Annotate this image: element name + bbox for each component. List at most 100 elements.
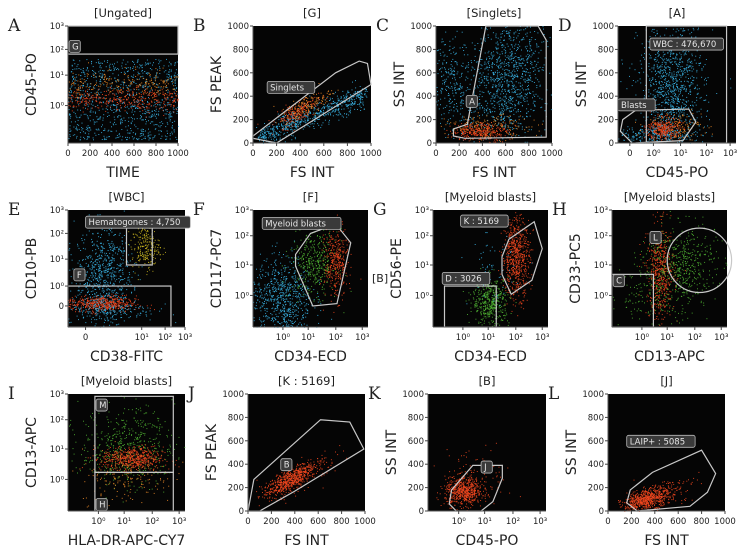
y-tick-label: 1000 xyxy=(410,22,432,32)
gate-label: L xyxy=(653,233,658,243)
event-dots xyxy=(436,26,553,144)
x-tick-label: 200 xyxy=(451,149,467,159)
panel-b: B [G] Singlets 0 200 400 600 800 1000 0 200 400 600 8… xyxy=(193,6,382,181)
panel-letter: D xyxy=(558,16,572,36)
y-tick-label: 0 xyxy=(59,302,64,312)
y-tick-label: 10² xyxy=(594,232,608,242)
gate-label: B xyxy=(284,461,290,471)
x-tick-label: 10⁰ xyxy=(456,333,471,343)
y-axis-label: CD13-APC xyxy=(24,417,40,488)
y-axis-label: FS PEAK xyxy=(204,423,220,481)
y-tick-label: 600 xyxy=(228,437,244,447)
y-tick-label: 1000 xyxy=(222,390,244,400)
x-tick-label: 0 xyxy=(65,149,70,159)
y-axis-label: CD10-PB xyxy=(24,238,40,299)
gate-tag-box xyxy=(261,216,342,230)
gate-label: K : 5169 xyxy=(464,217,499,227)
event-dots xyxy=(68,58,179,141)
gate-tag-box xyxy=(480,460,493,474)
x-tick-label: 200 xyxy=(623,517,639,527)
y-tick-label: 600 xyxy=(233,69,249,79)
x-tick-label: 0 xyxy=(627,149,632,159)
panel-e: E [WBC] Hematogones : 4,750 F 0 10¹ 10² 10³ 0 10⁰… xyxy=(8,190,192,365)
x-axis-label: HLA-DR-APC-CY7 xyxy=(68,533,186,549)
x-tick-label: 10² xyxy=(509,333,523,343)
y-tick-label: 10³ xyxy=(415,206,429,216)
gate-label: A xyxy=(469,97,475,107)
event-dots xyxy=(618,27,732,144)
x-tick-label: 10¹ xyxy=(478,517,492,527)
panel-letter: A xyxy=(7,16,21,36)
y-tick-label: 10² xyxy=(415,232,429,242)
gate-label: Blasts xyxy=(621,101,647,111)
y-tick-label: 200 xyxy=(228,484,244,494)
x-tick-label: 10¹ xyxy=(481,333,495,343)
event-dots xyxy=(253,214,362,328)
x-axis-label: CD34-ECD xyxy=(274,349,347,365)
x-tick-label: 0 xyxy=(433,149,438,159)
x-axis-label: CD38-FITC xyxy=(90,349,163,365)
x-tick-label: 0 xyxy=(245,517,250,527)
y-tick-label: 1000 xyxy=(227,22,249,32)
x-tick-label: 400 xyxy=(474,149,490,159)
y-tick-label: 200 xyxy=(588,484,604,494)
x-tick-label: 10¹ xyxy=(673,149,687,159)
y-axis-label: SS INT xyxy=(384,429,400,475)
x-tick-label: 10⁰ xyxy=(646,149,661,159)
y-tick-label: 0 xyxy=(427,139,432,149)
x-tick-label: 600 xyxy=(126,149,142,159)
y-axis-label: SS INT xyxy=(392,61,408,107)
x-tick-label: 800 xyxy=(693,517,709,527)
panel-letter: L xyxy=(548,384,559,404)
x-tick-label: 10³ xyxy=(714,333,728,343)
y-tick-label: 600 xyxy=(588,437,604,447)
gate-label: Singlets xyxy=(270,83,304,93)
x-axis-label: CD45-PO xyxy=(646,165,709,181)
x-tick-label: 10² xyxy=(506,517,520,527)
x-tick-label: 10³ xyxy=(355,333,369,343)
x-tick-label: 800 xyxy=(148,149,164,159)
y-tick-label: 10⁰ xyxy=(50,282,65,292)
x-axis-label: FS INT xyxy=(290,165,335,181)
x-tick-label: 200 xyxy=(263,517,279,527)
x-tick-label: 0 xyxy=(250,149,255,159)
y-tick-label: 10⁰ xyxy=(415,291,430,301)
x-tick-label: 1000 xyxy=(354,517,376,527)
gate-label: H xyxy=(99,500,105,510)
gate-label: D : 3026 xyxy=(445,274,481,284)
event-dots xyxy=(256,80,368,144)
panel-letter: C xyxy=(376,16,389,36)
y-tick-label: 800 xyxy=(408,413,424,423)
gate-outline xyxy=(94,395,174,473)
y-tick-label: 400 xyxy=(598,92,614,102)
y-tick-label: 10³ xyxy=(594,206,608,216)
y-tick-label: 10⁰ xyxy=(50,475,65,485)
gate-tag-box xyxy=(649,37,724,51)
panel-letter: G xyxy=(373,200,387,220)
y-tick-label: 0 xyxy=(609,139,614,149)
y-tick-label: 600 xyxy=(598,69,614,79)
gate-label: G xyxy=(72,42,79,52)
plot-area xyxy=(433,210,548,327)
y-tick-label: 200 xyxy=(408,484,424,494)
gate-tag-box xyxy=(68,40,81,53)
y-tick-label: 10³ xyxy=(50,206,64,216)
panel-title: [J] xyxy=(660,374,672,388)
y-tick-label: 10³ xyxy=(235,206,249,216)
y-tick-label: 200 xyxy=(233,116,249,126)
x-axis-label: FS INT xyxy=(284,533,329,549)
y-tick-label: 400 xyxy=(228,460,244,470)
gate-tag-box xyxy=(465,94,478,108)
event-dots xyxy=(461,212,534,327)
panel-letter: B xyxy=(193,16,206,36)
plot-area xyxy=(428,394,546,511)
y-tick-label: 200 xyxy=(416,116,432,126)
gate-tag-box xyxy=(441,271,491,285)
x-tick-label: 800 xyxy=(521,149,537,159)
x-tick-label: 10² xyxy=(145,517,159,527)
side-gate-label: [B] xyxy=(372,272,388,285)
gate-tag-box xyxy=(95,498,108,511)
panel-title: [A] xyxy=(669,6,686,20)
x-tick-label: 10⁰ xyxy=(452,517,467,527)
x-tick-label: 10³ xyxy=(723,149,737,159)
